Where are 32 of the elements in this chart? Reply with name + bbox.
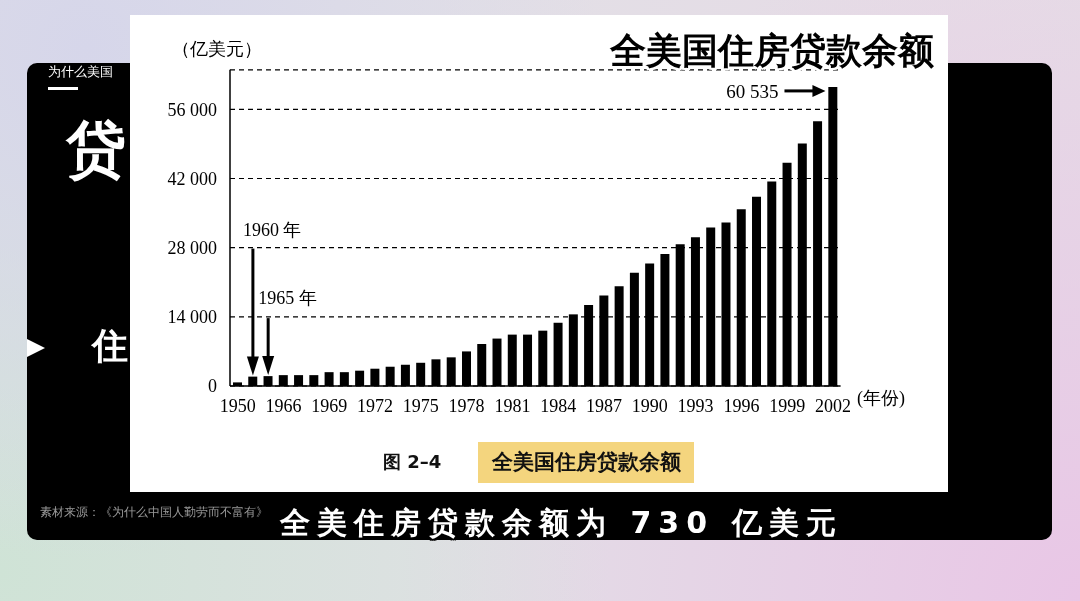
y-tick-label: 14 000 xyxy=(167,307,217,328)
y-tick-label: 56 000 xyxy=(167,99,217,120)
x-tick-label: 1950 xyxy=(219,396,256,417)
y-axis-title: （亿美元） xyxy=(172,39,262,59)
x-tick-label: 1972 xyxy=(357,396,394,417)
text: 全美住房贷款余额为 730 亿美元 xyxy=(280,505,843,540)
text: 为什么美国 xyxy=(48,64,113,79)
annotation: 1960 年 xyxy=(242,219,302,240)
caption: 图 2–4 xyxy=(383,451,442,472)
chart-title: 全美国住房贷款余额 xyxy=(610,30,934,71)
annotation: 1965 年 xyxy=(258,288,317,309)
x-tick-label: 1993 xyxy=(677,396,714,417)
x-tick-label: 1981 xyxy=(494,396,531,417)
x-tick-label: 1978 xyxy=(448,396,485,417)
y-tick-label: 0 xyxy=(208,376,217,397)
x-tick-label: 1987 xyxy=(585,396,622,417)
x-tick-label: 1975 xyxy=(402,396,439,417)
x-tick-label: 1990 xyxy=(631,396,668,417)
x-tick-label: 1999 xyxy=(769,396,806,417)
text: 素材来源：《为什么中国人勤劳而不富有》 xyxy=(40,505,268,519)
x-tick-label: 1984 xyxy=(540,396,577,417)
x-tick-label: 1969 xyxy=(311,396,348,417)
text: 住 xyxy=(92,325,128,366)
x-tick-label: 1966 xyxy=(265,396,302,417)
y-tick-label: 28 000 xyxy=(167,238,217,259)
x-tick-label: 2002 xyxy=(814,396,851,417)
text: 贷 xyxy=(66,114,126,184)
x-tick-label: 1996 xyxy=(723,396,760,417)
text: 全美国住房贷款余额 xyxy=(491,449,681,475)
y-tick-label: 42 000 xyxy=(167,168,217,189)
x-axis-title: (年份) xyxy=(857,388,905,408)
annotation: 60 535 xyxy=(726,80,779,102)
